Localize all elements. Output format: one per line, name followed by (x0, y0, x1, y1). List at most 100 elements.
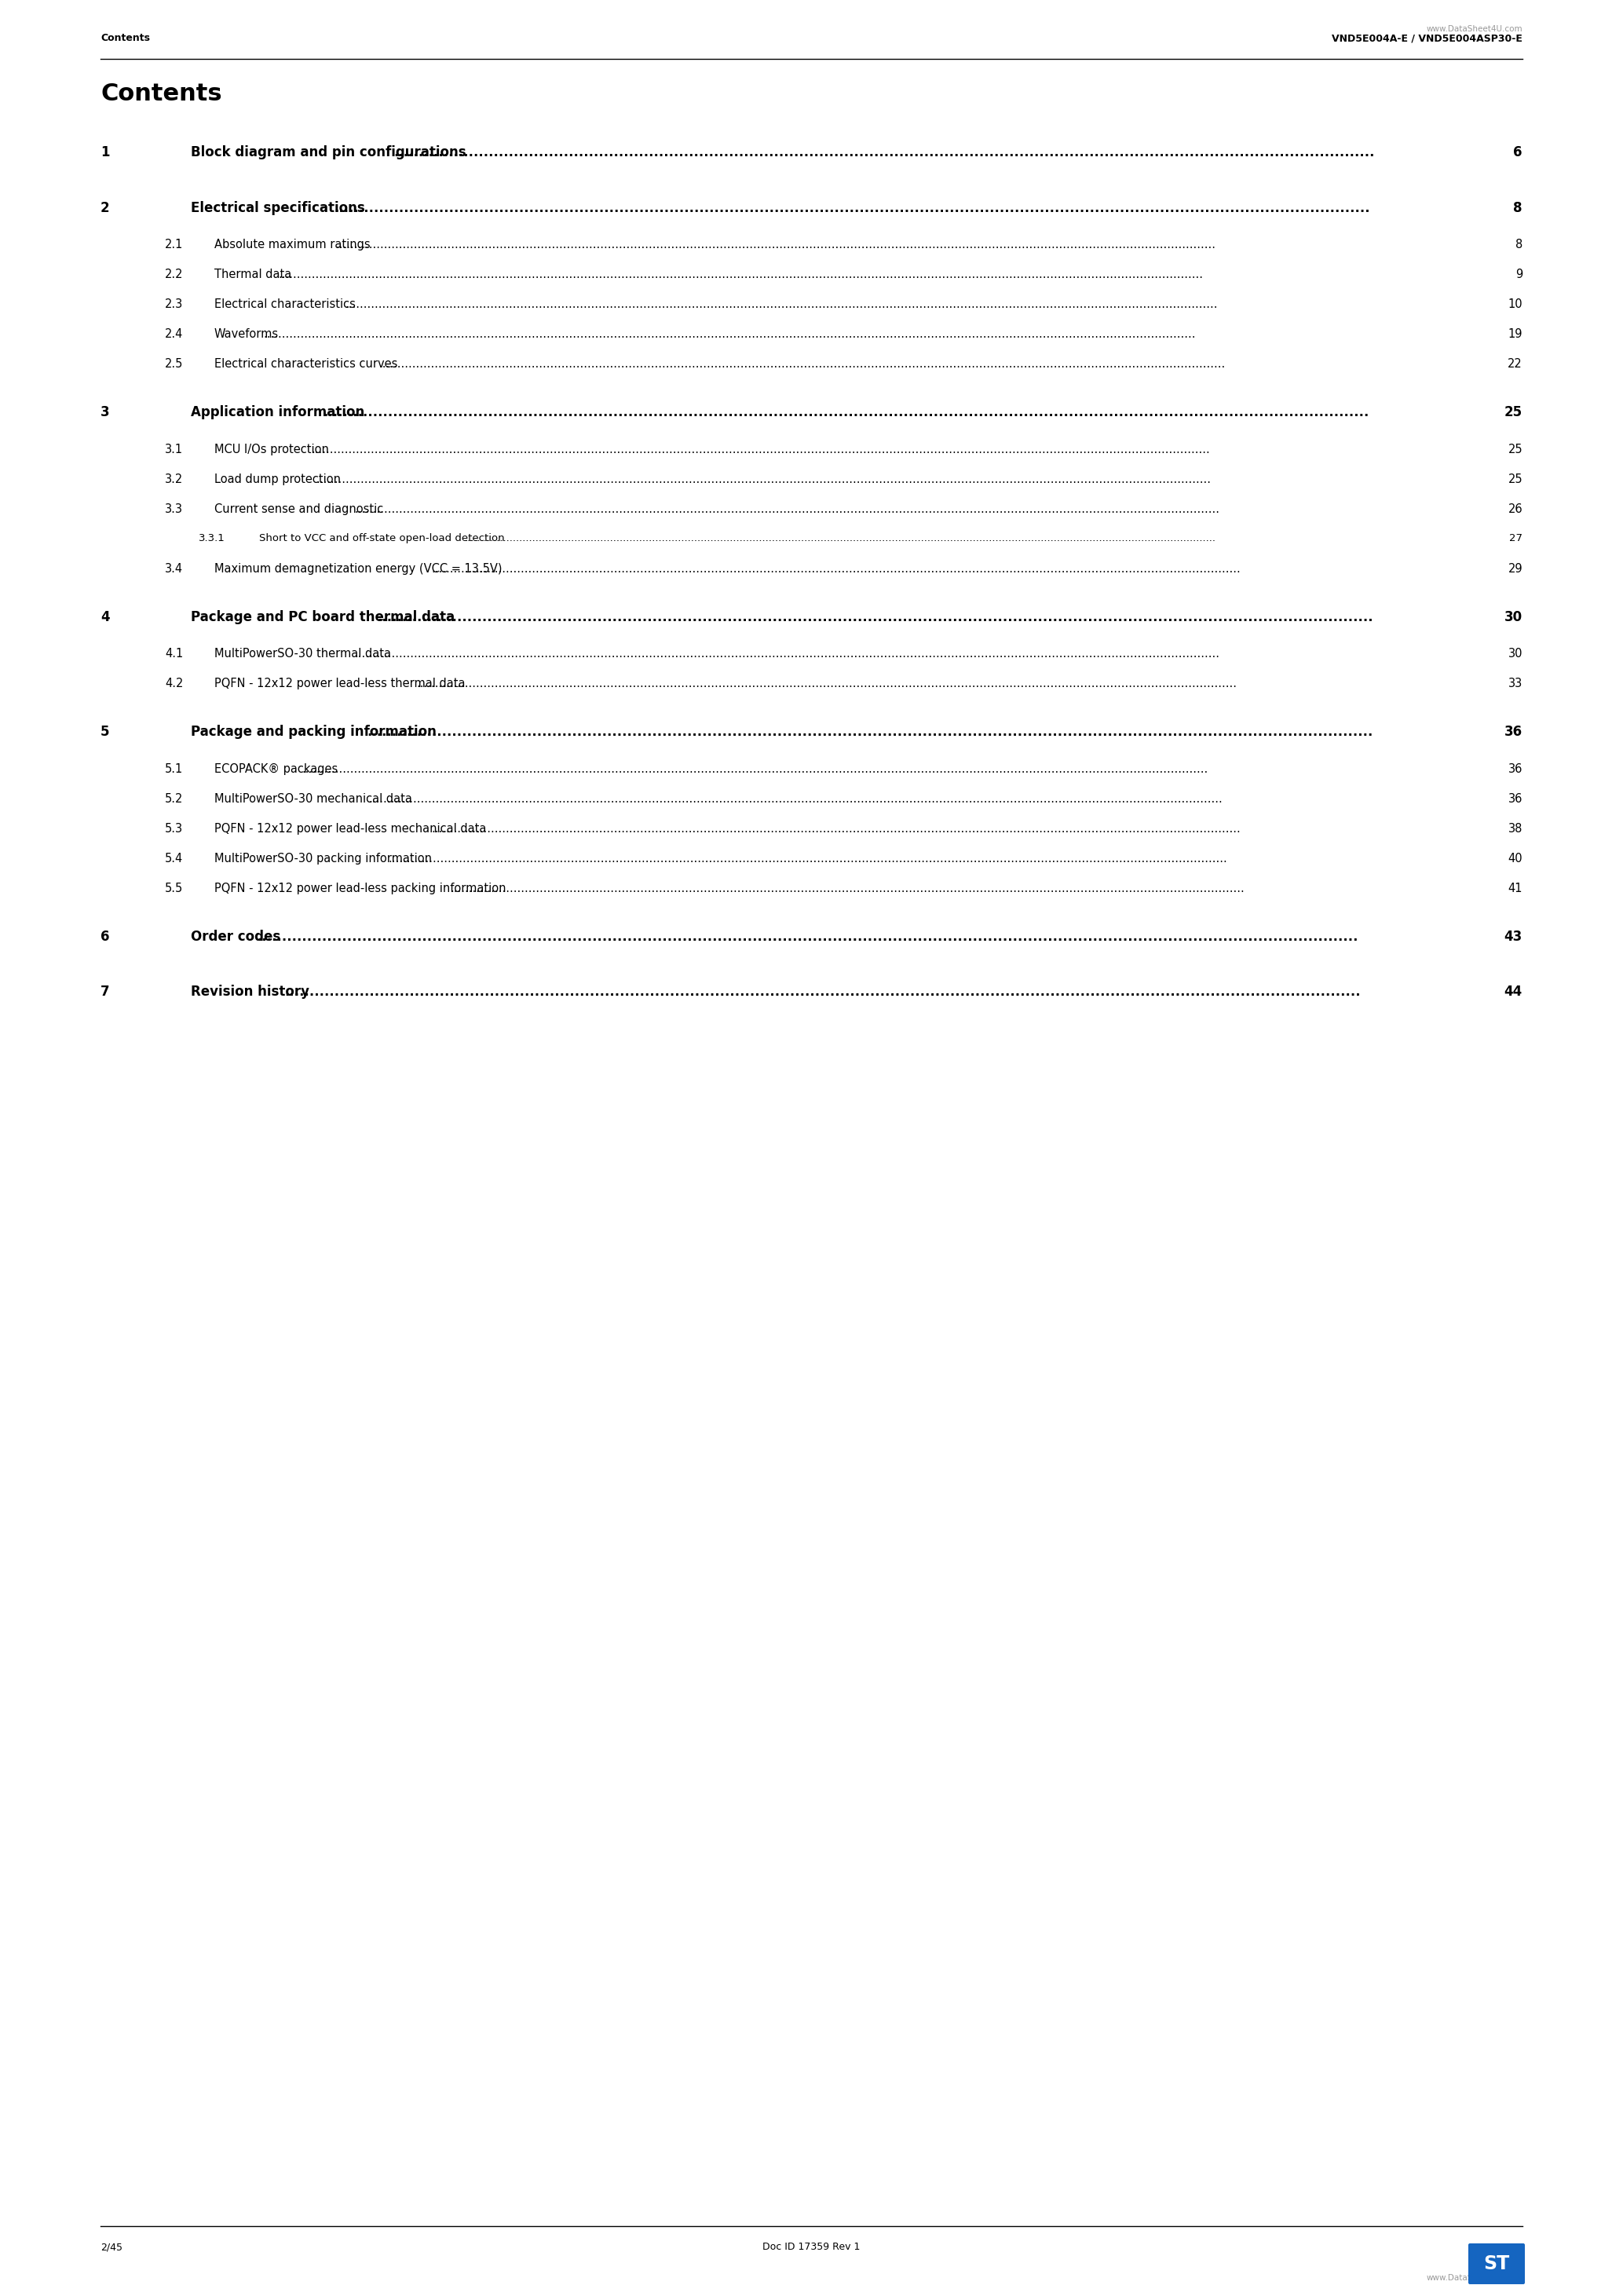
Text: Package and PC board thermal data: Package and PC board thermal data (192, 611, 454, 625)
Text: 3.3: 3.3 (166, 503, 183, 514)
Text: Load dump protection: Load dump protection (214, 473, 341, 484)
Text: 5.5: 5.5 (166, 882, 183, 893)
Text: Block diagram and pin configurations: Block diagram and pin configurations (192, 145, 466, 158)
Text: 36: 36 (1505, 726, 1522, 739)
Text: 9: 9 (1516, 269, 1522, 280)
Text: 3.2: 3.2 (166, 473, 183, 484)
Text: 25: 25 (1508, 443, 1522, 455)
Text: 6: 6 (101, 930, 109, 944)
Text: ECOPACK® packages: ECOPACK® packages (214, 762, 338, 774)
Text: ................................................................................: ........................................… (278, 269, 1203, 280)
Text: Electrical characteristics: Electrical characteristics (214, 298, 355, 310)
Text: Revision history: Revision history (192, 985, 310, 999)
Text: 19: 19 (1508, 328, 1522, 340)
Text: ................................................................................: ........................................… (323, 404, 1368, 420)
Text: 8: 8 (1516, 239, 1522, 250)
Text: 29: 29 (1508, 563, 1522, 574)
Text: Maximum demagnetization energy (VCC = 13.5V): Maximum demagnetization energy (VCC = 13… (214, 563, 502, 574)
Text: 5.4: 5.4 (166, 852, 183, 863)
Text: 3.4: 3.4 (166, 563, 183, 574)
Text: 2.3: 2.3 (166, 298, 183, 310)
Text: VND5E004A-E / VND5E004ASP30-E: VND5E004A-E / VND5E004ASP30-E (1332, 32, 1522, 44)
Text: Current sense and diagnostic: Current sense and diagnostic (214, 503, 383, 514)
Text: ................................................................................: ........................................… (354, 503, 1220, 514)
Text: 5.3: 5.3 (166, 822, 183, 833)
Text: ................................................................................: ........................................… (256, 930, 1358, 944)
Text: ................................................................................: ........................................… (367, 726, 1373, 739)
Text: 1: 1 (101, 145, 109, 158)
Text: 2.1: 2.1 (166, 239, 183, 250)
Text: Electrical specifications: Electrical specifications (192, 200, 365, 216)
Text: ................................................................................: ........................................… (316, 473, 1211, 484)
Text: MultiPowerSO-30 thermal data: MultiPowerSO-30 thermal data (214, 647, 391, 659)
Text: 43: 43 (1505, 930, 1522, 944)
FancyBboxPatch shape (1469, 2243, 1526, 2285)
Text: ................................................................................: ........................................… (312, 443, 1211, 455)
Text: Doc ID 17359 Rev 1: Doc ID 17359 Rev 1 (763, 2241, 860, 2252)
Text: ST: ST (1483, 2255, 1509, 2273)
Text: 4: 4 (101, 611, 110, 625)
Text: ................................................................................: ........................................… (368, 792, 1224, 804)
Text: 36: 36 (1508, 762, 1522, 774)
Text: Short to VCC and off-state open-load detection: Short to VCC and off-state open-load det… (260, 533, 505, 542)
Text: MultiPowerSO-30 packing information: MultiPowerSO-30 packing information (214, 852, 432, 863)
Text: 8: 8 (1514, 200, 1522, 216)
Text: 6: 6 (1514, 145, 1522, 158)
Text: 10: 10 (1508, 298, 1522, 310)
Text: Contents: Contents (101, 32, 149, 44)
Text: www.DataSheet4U.com: www.DataSheet4U.com (1427, 25, 1522, 32)
Text: 2/45: 2/45 (101, 2241, 122, 2252)
Text: 4.1: 4.1 (166, 647, 183, 659)
Text: Absolute maximum ratings: Absolute maximum ratings (214, 239, 370, 250)
Text: ................................................................................: ........................................… (417, 677, 1237, 689)
Text: 40: 40 (1508, 852, 1522, 863)
Text: ................................................................................: ........................................… (394, 145, 1375, 158)
Text: Contents: Contents (101, 83, 222, 106)
Text: 5.2: 5.2 (166, 792, 183, 804)
Text: 30: 30 (1508, 647, 1522, 659)
Text: 5: 5 (101, 726, 109, 739)
Text: Package and packing information: Package and packing information (192, 726, 437, 739)
Text: Order codes: Order codes (192, 930, 281, 944)
Text: PQFN - 12x12 power lead-less packing information: PQFN - 12x12 power lead-less packing inf… (214, 882, 506, 893)
Text: Electrical characteristics curves: Electrical characteristics curves (214, 358, 398, 370)
Text: 2: 2 (101, 200, 110, 216)
Text: PQFN - 12x12 power lead-less thermal data: PQFN - 12x12 power lead-less thermal dat… (214, 677, 466, 689)
Text: ................................................................................: ........................................… (464, 533, 1216, 542)
Text: 44: 44 (1505, 985, 1522, 999)
Text: 26: 26 (1508, 503, 1522, 514)
Text: ................................................................................: ........................................… (432, 822, 1240, 833)
Text: 3.1: 3.1 (166, 443, 183, 455)
Text: 41: 41 (1508, 882, 1522, 893)
Text: Thermal data: Thermal data (214, 269, 292, 280)
Text: ................................................................................: ........................................… (378, 611, 1373, 625)
Text: ................................................................................: ........................................… (378, 358, 1225, 370)
Text: 27: 27 (1509, 533, 1522, 542)
Text: 5.1: 5.1 (166, 762, 183, 774)
Text: ................................................................................: ........................................… (284, 985, 1360, 999)
Text: 3.3.1: 3.3.1 (198, 533, 226, 542)
Text: Application information: Application information (192, 404, 365, 420)
Text: 25: 25 (1505, 404, 1522, 420)
Text: Waveforms: Waveforms (214, 328, 279, 340)
Text: ................................................................................: ........................................… (346, 298, 1217, 310)
Text: 7: 7 (101, 985, 110, 999)
Text: ................................................................................: ........................................… (302, 762, 1208, 774)
Text: 33: 33 (1508, 677, 1522, 689)
Text: 36: 36 (1508, 792, 1522, 804)
Text: MCU I/Os protection: MCU I/Os protection (214, 443, 329, 455)
Text: www.DataSheet4U.com: www.DataSheet4U.com (1427, 2273, 1522, 2282)
Text: ................................................................................: ........................................… (336, 239, 1216, 250)
Text: MultiPowerSO-30 mechanical data: MultiPowerSO-30 mechanical data (214, 792, 412, 804)
Text: 3: 3 (101, 404, 110, 420)
Text: ................................................................................: ........................................… (450, 882, 1245, 893)
Text: 2.4: 2.4 (166, 328, 183, 340)
Text: ................................................................................: ........................................… (388, 852, 1227, 863)
Text: ................................................................................: ........................................… (354, 647, 1220, 659)
Text: 38: 38 (1508, 822, 1522, 833)
Text: 4.2: 4.2 (166, 677, 183, 689)
Text: ................................................................................: ........................................… (334, 200, 1370, 216)
Text: 2.2: 2.2 (166, 269, 183, 280)
Text: 25: 25 (1508, 473, 1522, 484)
Text: ................................................................................: ........................................… (263, 328, 1196, 340)
